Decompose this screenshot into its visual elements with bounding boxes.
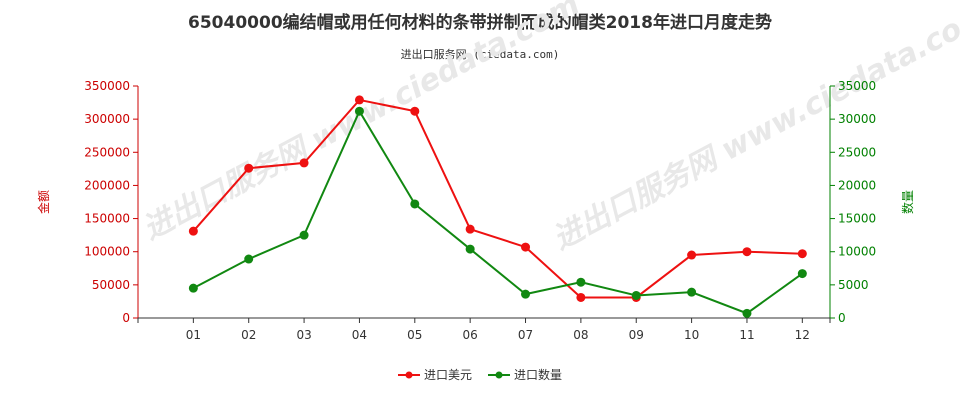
x-tick-label: 10 [684,328,699,342]
x-tick-label: 06 [463,328,478,342]
left-tick-label: 200000 [84,178,130,192]
right-tick-label: 15000 [838,212,876,226]
data-point [465,244,475,254]
data-point [797,249,807,259]
right-tick-label: 20000 [838,178,876,192]
left-tick-label: 150000 [84,212,130,226]
series-line-1 [192,98,803,299]
data-point [354,106,364,116]
x-tick-label: 04 [352,328,367,342]
data-point [188,226,198,236]
x-tick-label: 09 [629,328,644,342]
left-tick-label: 50000 [92,278,130,292]
data-point [244,163,254,173]
x-tick-label: 03 [296,328,311,342]
x-tick-label: 07 [518,328,533,342]
legend-label: 进口数量 [514,367,562,382]
watermark-text: 进出口服务网 www.ciedata.com [547,0,960,257]
left-tick-label: 350000 [84,79,130,93]
data-point [188,283,198,293]
x-tick-label: 11 [739,328,754,342]
series-line-2 [192,109,803,315]
data-point [299,230,309,240]
legend-swatch-marker [495,371,503,379]
data-point [410,199,420,209]
chart-title: 65040000编结帽或用任何材料的条带拼制而成的帽类2018年进口月度走势 [188,13,772,33]
right-tick-label: 30000 [838,112,876,126]
left-tick-label: 250000 [84,145,130,159]
right-tick-label: 10000 [838,245,876,259]
right-tick-label: 35000 [838,79,876,93]
data-point [797,269,807,279]
x-tick-label: 05 [407,328,422,342]
x-tick-label: 02 [241,328,256,342]
data-point [576,292,586,302]
chart-subtitle: 进出口服务网 (ciedata.com) [400,48,560,61]
y2-axis-label: 数量 [900,190,915,214]
legend-label: 进口美元 [424,368,472,382]
data-point [465,224,475,234]
right-tick-label: 0 [838,311,846,325]
data-point [687,287,697,297]
left-tick-label: 0 [122,311,130,325]
x-tick-label: 01 [186,328,201,342]
data-point [244,254,254,264]
x-tick-label: 12 [795,328,810,342]
data-point [521,242,531,252]
legend-swatch-marker [405,371,413,379]
axes-group: 0500001000001500002000002500003000003500… [36,79,915,342]
data-point [299,158,309,168]
data-point [687,250,697,260]
data-point [521,289,531,299]
right-tick-label: 5000 [838,278,869,292]
right-tick-label: 25000 [838,145,876,159]
y-axis-label: 金额 [36,190,51,214]
data-point [410,106,420,116]
series-group [188,95,807,318]
data-point [354,95,364,105]
x-tick-label: 08 [573,328,588,342]
watermark-text: 进出口服务网 www.ciedata.com [137,0,585,247]
left-tick-label: 300000 [84,112,130,126]
data-point [631,290,641,300]
data-point [742,308,752,318]
legend-group: 进口美元 进口数量 [398,367,562,382]
data-point [742,247,752,257]
left-tick-label: 100000 [84,245,130,259]
data-point [576,277,586,287]
